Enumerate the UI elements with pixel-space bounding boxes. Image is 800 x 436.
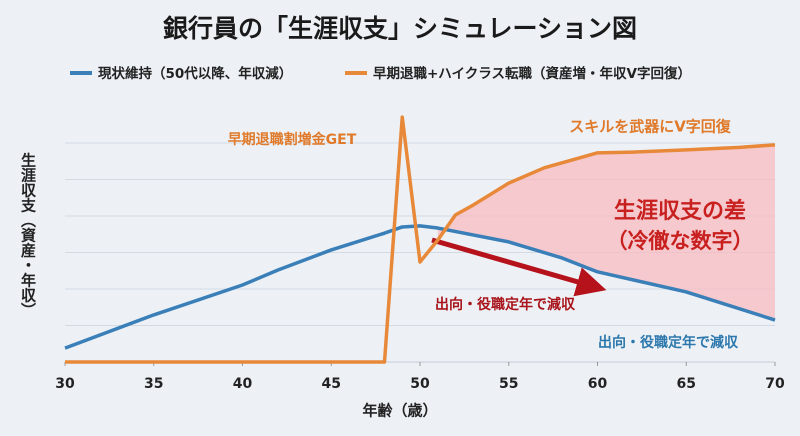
annotation: 早期退職割増金GET [228, 131, 357, 148]
x-tick-label: 50 [410, 376, 430, 392]
legend-label: 現状維持（50代以降、年収減） [98, 65, 292, 82]
annotation: （冷徹な数字） [607, 229, 754, 253]
series-line [65, 115, 776, 364]
x-tick-label: 30 [55, 376, 75, 392]
y-axis-label: 生涯収支（資産・年収） [19, 152, 37, 318]
annotation: 生涯収支の差 [614, 198, 746, 224]
gap-arrow [431, 237, 607, 297]
legend-label: 早期退職+ハイクラス転職（資産増・年収V字回復） [373, 65, 691, 82]
x-tick-label: 60 [588, 376, 608, 392]
x-axis-label: 年齢（歳） [362, 402, 437, 420]
annotation: 出向・役職定年で減収 [598, 334, 739, 351]
x-tick-label: 35 [144, 376, 163, 392]
series-line [64, 224, 776, 350]
x-tick-label: 65 [677, 376, 696, 392]
gap-area [437, 144, 775, 321]
annotation: スキルを武器にV字回復 [569, 118, 732, 136]
chart-title: 銀行員の「生涯収支」シミュレーション図 [163, 14, 637, 43]
x-tick-label: 70 [765, 376, 785, 392]
x-tick-label: 40 [233, 376, 253, 392]
x-tick-label: 45 [322, 376, 341, 392]
annotation: 出向・役職定年で減収 [435, 296, 576, 313]
x-tick-label: 55 [499, 376, 518, 392]
